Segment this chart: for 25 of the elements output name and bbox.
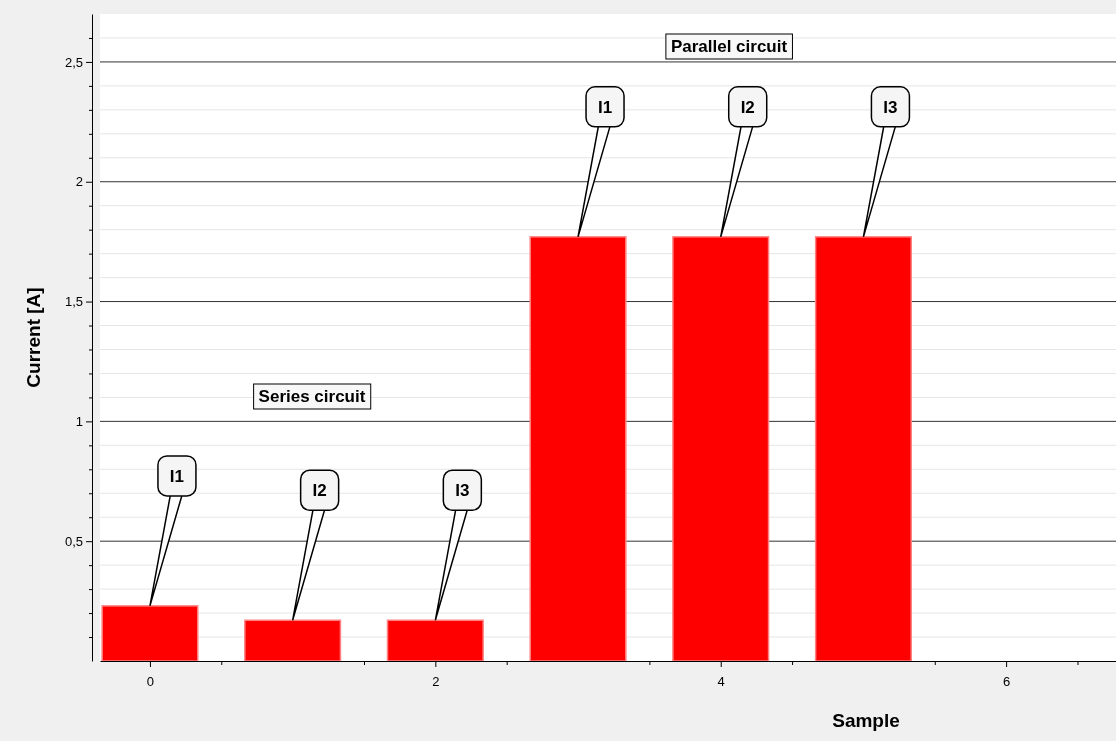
x-tick-label: 4: [717, 673, 725, 689]
y-tick-label: 2: [75, 174, 83, 190]
x-axis-title: Sample: [832, 710, 900, 731]
y-tick-label: 2,5: [64, 54, 83, 70]
x-tick-label: 2: [432, 673, 440, 689]
annotation: Parallel circuit: [670, 37, 788, 56]
y-tick-label: 1,5: [64, 294, 83, 310]
bar: [672, 236, 770, 662]
x-tick-label: 6: [1003, 673, 1011, 689]
bar: [101, 605, 199, 662]
annotation: I1: [169, 466, 185, 486]
x-tick-label: 0: [146, 673, 155, 689]
annotation: Series circuit: [258, 387, 366, 406]
bar: [814, 236, 912, 662]
annotation: I3: [883, 97, 898, 117]
annotation: I2: [312, 481, 327, 501]
bar: [386, 619, 484, 662]
y-tick-label: 1: [75, 414, 83, 430]
bar: [244, 619, 342, 662]
annotation: I1: [597, 97, 613, 117]
bar: [529, 236, 627, 662]
y-tick-label: 0,5: [64, 533, 83, 549]
annotation: I2: [740, 97, 755, 117]
annotation: I3: [455, 481, 470, 501]
y-axis-title: Current [A]: [23, 287, 44, 388]
